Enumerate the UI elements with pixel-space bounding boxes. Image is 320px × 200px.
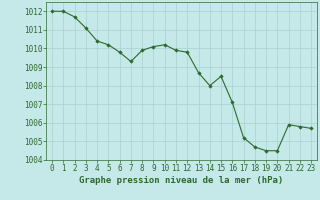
X-axis label: Graphe pression niveau de la mer (hPa): Graphe pression niveau de la mer (hPa) [79, 176, 284, 185]
